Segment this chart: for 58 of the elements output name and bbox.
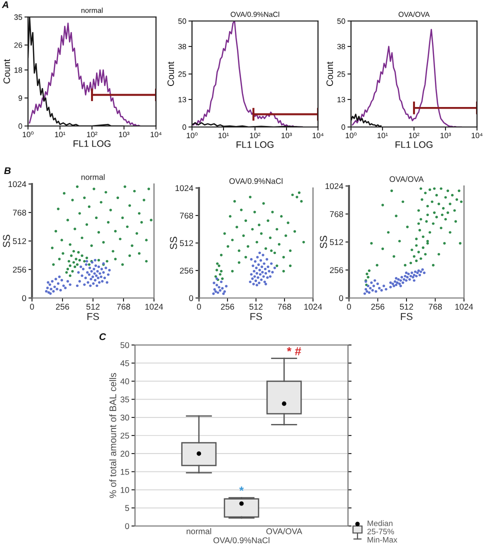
- y-tick-label: 0: [189, 295, 194, 302]
- y-tick-label: 30: [120, 414, 130, 420]
- annotation: *: [239, 486, 244, 491]
- y-axis-title: SS: [170, 236, 178, 250]
- y-tick-label: 0: [125, 523, 130, 530]
- x-axis-title: FS: [87, 312, 99, 320]
- y-tick-label: 5: [125, 505, 130, 511]
- x-axis-title: FS: [250, 312, 262, 320]
- y-tick-label: 1024: [176, 185, 194, 192]
- y-tick-label: 768: [180, 212, 194, 219]
- y-tick-label: 20: [120, 450, 130, 457]
- x-axis-title: FS: [400, 312, 412, 320]
- x-tick-label: 256: [371, 304, 384, 310]
- x-tick-label: 0: [30, 304, 34, 310]
- y-tick-label: 256: [180, 268, 194, 274]
- x-tick-label: 256: [56, 304, 70, 310]
- y-tick-label: 768: [12, 210, 26, 216]
- text: C: [99, 333, 106, 340]
- x-tick-label: 1024: [145, 304, 164, 310]
- x-tick-label: 1024: [304, 304, 322, 310]
- y-axis-title: Count: [326, 62, 334, 86]
- y-axis-title: SS: [320, 236, 328, 248]
- x-tick-label: 256: [220, 304, 234, 310]
- y-axis-title: Count: [167, 62, 174, 86]
- x-axis-title: FL1 LOG: [236, 141, 274, 148]
- y-tick-label: 15: [120, 468, 130, 475]
- x-tick-label: 512: [86, 304, 100, 310]
- y-tick-label: 50: [120, 342, 130, 348]
- y-tick-label: 1024: [326, 183, 344, 190]
- y-tick-label: 512: [180, 240, 194, 246]
- x-axis-title: FL1 LOG: [396, 141, 432, 148]
- y-tick-label: 512: [12, 238, 26, 244]
- y-tick-label: 10: [120, 487, 130, 493]
- x-tick-label: 0: [197, 304, 201, 310]
- y-tick-label: 0: [22, 295, 26, 302]
- y-tick-label: 25: [120, 432, 130, 439]
- x-tick-label: 1024: [455, 304, 474, 310]
- text: B: [4, 167, 11, 174]
- y-axis-title: % of total amount of BAL cells: [109, 373, 116, 498]
- y-tick-label: 1024: [8, 181, 26, 188]
- x-tick-label: 768: [428, 304, 442, 310]
- y-tick-label: 40: [120, 378, 130, 384]
- y-tick-label: 45: [120, 360, 130, 366]
- y-tick-label: 256: [12, 266, 26, 273]
- x-tick-label: 0: [347, 304, 351, 310]
- annotation: * #: [286, 347, 302, 356]
- y-tick-label: 768: [330, 211, 344, 218]
- y-axis-title: Count: [3, 59, 10, 84]
- x-tick-label: 512: [400, 304, 414, 310]
- y-tick-label: 0: [339, 295, 344, 302]
- x-axis-title: FL1 LOG: [74, 140, 110, 147]
- text: A: [2, 1, 8, 8]
- y-tick-label: 256: [330, 267, 344, 274]
- y-tick-label: 512: [330, 239, 344, 246]
- x-tick-label: 512: [249, 304, 263, 310]
- y-axis-title: SS: [2, 234, 10, 248]
- y-tick-label: 35: [120, 396, 130, 402]
- x-tick-label: 768: [278, 304, 292, 310]
